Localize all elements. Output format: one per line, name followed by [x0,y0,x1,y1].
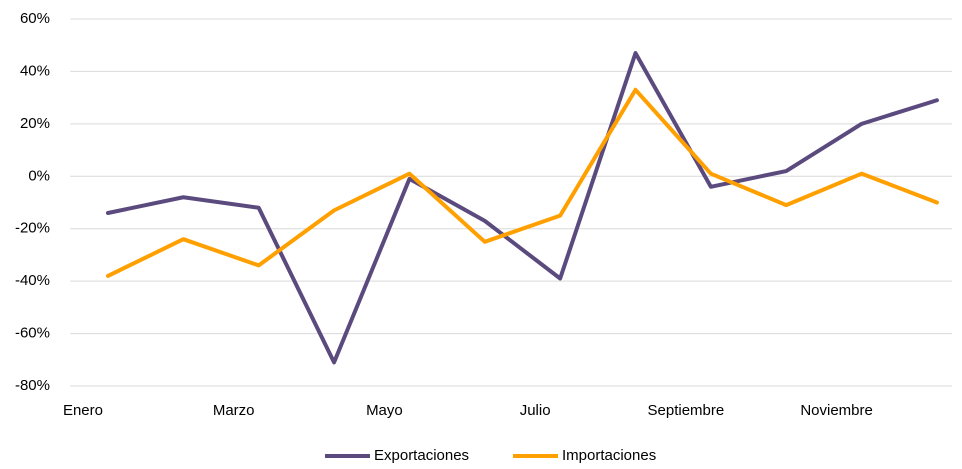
legend-label: Exportaciones [374,447,469,464]
y-tick-label: 40% [20,62,50,79]
series-line [105,51,939,365]
y-tick-label: 20% [20,115,50,132]
y-tick-label: -20% [15,220,50,237]
y-tick-label: 60% [20,10,50,27]
y-tick-label: -60% [15,325,50,342]
x-tick-label: Marzo [213,402,255,419]
legend-label: Importaciones [562,447,656,464]
x-tick-label: Mayo [366,402,403,419]
x-tick-label: Enero [63,402,103,419]
y-tick-label: -40% [15,272,50,289]
x-tick-label: Noviembre [800,402,873,419]
y-tick-label: 0% [28,167,50,184]
x-tick-label: Septiembre [648,402,725,419]
x-tick-label: Julio [520,402,551,419]
y-tick-label: -80% [15,377,50,394]
series-line [105,87,939,278]
